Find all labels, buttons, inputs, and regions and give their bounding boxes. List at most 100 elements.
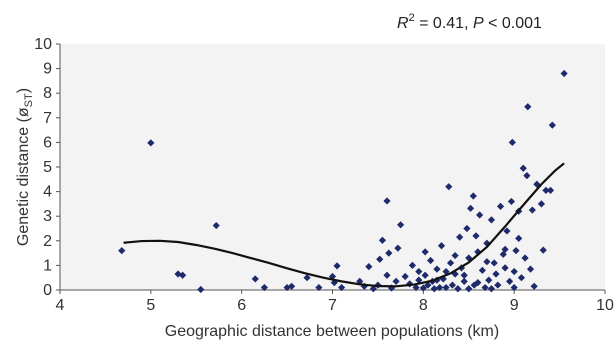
data-point xyxy=(394,244,402,252)
data-point xyxy=(448,281,456,289)
data-point xyxy=(288,282,296,290)
y-tick-label: 0 xyxy=(43,282,52,299)
data-point xyxy=(523,172,531,180)
data-point xyxy=(487,285,496,293)
data-point xyxy=(485,276,493,284)
data-point xyxy=(507,197,516,206)
stat-r-value: = 0.41, xyxy=(415,15,473,32)
data-point xyxy=(517,274,526,282)
stat-r-superscript: 2 xyxy=(409,12,415,24)
y-ticks: 0 1 2 3 4 5 6 7 8 9 10 xyxy=(34,36,60,299)
data-points xyxy=(118,69,568,294)
data-point xyxy=(537,200,546,208)
data-point xyxy=(510,267,518,276)
data-point xyxy=(542,186,550,194)
y-tick-label: 10 xyxy=(34,36,52,53)
y-axis-label-main: Genetic distance (ø xyxy=(15,107,32,246)
data-point xyxy=(548,121,556,129)
data-point xyxy=(401,272,409,281)
data-point xyxy=(519,164,527,172)
data-point xyxy=(419,284,427,292)
data-point xyxy=(408,261,417,269)
data-point xyxy=(445,183,453,191)
data-point xyxy=(483,258,491,266)
data-point xyxy=(503,227,511,235)
data-point xyxy=(490,259,498,267)
stat-p: P xyxy=(473,15,484,32)
data-point xyxy=(421,271,429,279)
y-axis-label: Genetic distance (øST) xyxy=(15,88,35,246)
x-ticks: 4 5 6 7 8 9 10 xyxy=(56,290,614,314)
stat-annotation: R2 = 0.41, P < 0.001 xyxy=(397,12,542,32)
data-point xyxy=(465,285,473,293)
data-point xyxy=(508,138,516,146)
x-tick-label: 4 xyxy=(56,297,65,314)
x-tick-label: 8 xyxy=(419,297,428,314)
data-point xyxy=(466,204,475,212)
y-tick-label: 8 xyxy=(43,85,52,102)
data-point xyxy=(315,283,323,292)
data-point xyxy=(474,279,482,287)
x-tick-label: 7 xyxy=(328,297,337,314)
data-point xyxy=(197,285,205,294)
y-tick-label: 2 xyxy=(43,233,52,250)
data-point xyxy=(406,280,414,288)
data-point xyxy=(506,277,514,285)
data-point xyxy=(501,245,509,254)
data-point xyxy=(487,216,496,224)
data-point xyxy=(415,276,423,284)
y-tick-label: 1 xyxy=(43,257,52,274)
data-point xyxy=(469,192,477,200)
data-point xyxy=(494,281,502,289)
data-point xyxy=(521,254,529,262)
data-point xyxy=(524,103,532,111)
data-point xyxy=(456,233,464,241)
data-point xyxy=(515,234,523,242)
data-point xyxy=(365,263,373,271)
y-axis-label-end: ) xyxy=(15,88,32,93)
data-point xyxy=(433,276,441,284)
data-point xyxy=(492,270,500,278)
data-point xyxy=(212,221,220,230)
data-point xyxy=(383,271,391,279)
data-point xyxy=(463,224,471,233)
y-tick-label: 6 xyxy=(43,134,52,151)
x-tick-label: 5 xyxy=(146,297,155,314)
x-tick-label: 9 xyxy=(510,297,519,314)
data-point xyxy=(415,267,423,276)
data-point xyxy=(283,283,291,292)
data-point xyxy=(481,283,489,292)
data-point xyxy=(251,275,259,283)
data-point xyxy=(437,242,446,250)
fit-curve xyxy=(123,162,565,288)
y-axis-label-subscript: ST xyxy=(23,93,35,107)
data-point xyxy=(337,283,346,292)
data-point xyxy=(442,283,450,292)
y-tick-label: 7 xyxy=(43,110,52,127)
data-point xyxy=(560,69,568,78)
data-point xyxy=(378,236,387,244)
data-point xyxy=(376,255,384,263)
data-point xyxy=(510,283,518,292)
data-point xyxy=(501,264,509,272)
stat-p-value: < 0.001 xyxy=(484,15,542,32)
data-point xyxy=(383,197,391,205)
data-point xyxy=(496,202,505,210)
data-point xyxy=(397,221,405,229)
data-point xyxy=(460,271,468,279)
data-point xyxy=(460,277,468,285)
y-tick-label: 5 xyxy=(43,159,52,176)
data-point xyxy=(512,247,520,255)
data-point xyxy=(526,265,535,273)
data-point xyxy=(476,211,484,219)
data-point xyxy=(530,282,538,290)
data-point xyxy=(483,239,491,247)
data-point xyxy=(528,206,536,214)
data-point xyxy=(539,246,547,254)
x-tick-label: 6 xyxy=(237,297,246,314)
data-point xyxy=(478,266,486,274)
y-tick-label: 4 xyxy=(43,184,52,201)
data-point xyxy=(118,247,126,255)
data-point xyxy=(442,267,450,276)
